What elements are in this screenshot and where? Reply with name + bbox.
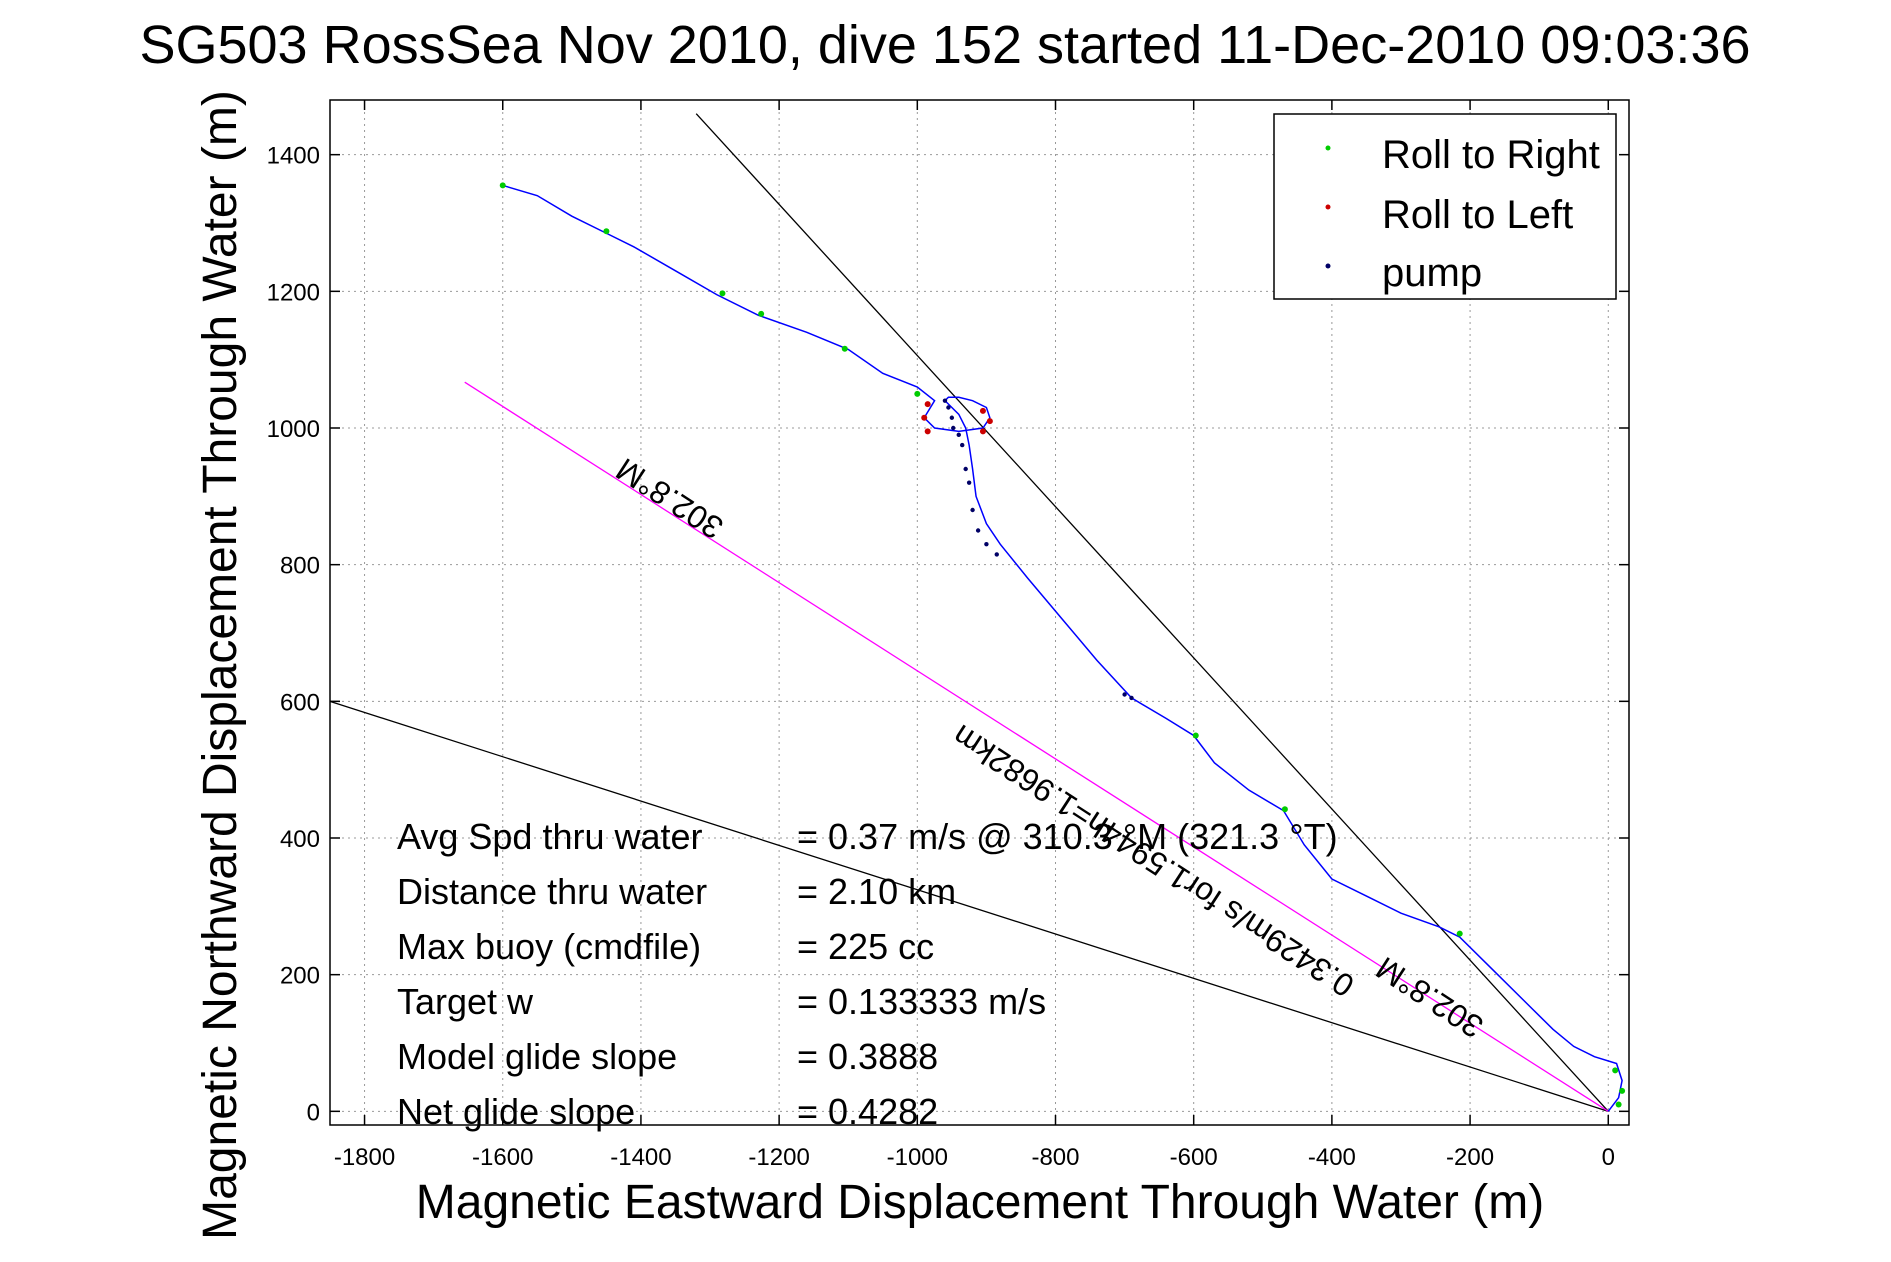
y-tick-label: 800: [280, 553, 320, 580]
stat-value: = 0.37 m/s @ 310.3 °M (321.3 °T): [797, 816, 1338, 857]
stat-value: = 225 cc: [797, 926, 934, 967]
pump-point: [946, 405, 951, 410]
line-annotation: 0.3429m/s for1.5944h=1.9682km: [946, 718, 1360, 1004]
roll-left-point: [979, 428, 986, 435]
roll-right-point: [914, 390, 921, 397]
x-tick-label: 0: [1602, 1144, 1615, 1171]
x-axis-label: Magnetic Eastward Displacement Through W…: [416, 1176, 1544, 1229]
roll-and-pump-markers: [499, 182, 1626, 1108]
glider-track-line: [502, 184, 1623, 1112]
x-tick-label: -800: [1031, 1144, 1079, 1171]
chart-title: SG503 RossSea Nov 2010, dive 152 started…: [139, 15, 1750, 75]
pump-point: [975, 528, 981, 533]
stat-value: = 0.4282: [797, 1091, 938, 1132]
pump-point: [994, 552, 999, 557]
roll-right-point: [841, 345, 848, 352]
dive-statistics: Avg Spd thru water = 0.37 m/s @ 310.3 °M …: [397, 816, 1338, 1132]
legend-marker-roll-left: [1325, 204, 1331, 210]
upper-reference-line: [695, 113, 1609, 1112]
y-tick-labels: 0 200 400 600 800 1000 1200 1400: [267, 143, 320, 1127]
stat-value: = 0.3888: [797, 1036, 938, 1077]
plot-frame: [329, 99, 1630, 1126]
heading-line: [464, 381, 1609, 1112]
pump-point: [951, 425, 956, 431]
y-tick-label: 200: [280, 963, 320, 990]
pump-point: [970, 507, 975, 513]
y-tick-label: 0: [307, 1099, 320, 1126]
y-tick-label: 600: [280, 689, 320, 716]
stat-label: Max buoy (cmdfile): [397, 926, 701, 967]
legend-label-roll-left: Roll to Left: [1382, 193, 1573, 237]
pump-point: [1129, 695, 1134, 701]
legend-box: [1273, 113, 1617, 300]
roll-right-point: [1281, 806, 1288, 813]
pump-point: [966, 480, 972, 485]
roll-left-point: [986, 418, 993, 425]
stat-label: Model glide slope: [397, 1036, 677, 1077]
reference-lines: [329, 113, 1609, 1112]
roll-right-point: [1615, 1101, 1622, 1108]
legend-label-roll-right: Roll to Right: [1382, 133, 1600, 177]
x-tick-label: -600: [1170, 1144, 1218, 1171]
x-tick-label: -1200: [748, 1144, 809, 1171]
legend: Roll to Right Roll to Left pump: [1273, 113, 1617, 300]
y-tick-label: 400: [280, 826, 320, 853]
stat-label: Target w: [397, 981, 534, 1022]
roll-right-point: [603, 228, 610, 235]
lower-reference-line: [329, 700, 1609, 1112]
stat-label: Distance thru water: [397, 871, 707, 912]
roll-left-point: [921, 414, 928, 421]
x-tick-label: -400: [1308, 1144, 1356, 1171]
roll-right-point: [1619, 1087, 1626, 1094]
stat-label: Net glide slope: [397, 1091, 635, 1132]
y-tick-label: 1400: [267, 143, 320, 170]
roll-right-point: [719, 290, 726, 297]
track-layer: [502, 184, 1623, 1112]
legend-marker-pump: [1325, 263, 1331, 269]
pump-point: [942, 398, 948, 403]
stat-label: Avg Spd thru water: [397, 816, 703, 857]
line-annotation: 302.8°M: [1370, 950, 1490, 1045]
pump-point: [949, 415, 955, 420]
legend-marker-roll-right: [1325, 145, 1331, 151]
pump-point: [956, 432, 961, 438]
roll-left-point: [979, 407, 986, 414]
grid: [330, 100, 1629, 1125]
x-tick-label: -200: [1446, 1144, 1494, 1171]
line-annotations: 302.8°M0.3429m/s for1.5944h=1.9682km 302.…: [610, 451, 1490, 1045]
x-tick-labels: -1800 -1600 -1400 -1200 -1000 -800 -600 -400 -20…: [334, 1144, 1615, 1171]
pump-point: [984, 541, 989, 547]
roll-left-point: [924, 428, 931, 435]
x-tick-label: -1000: [887, 1144, 948, 1171]
pump-point: [963, 466, 968, 472]
stat-value: = 0.133333 m/s: [797, 981, 1046, 1022]
roll-right-point: [1192, 732, 1199, 739]
y-tick-label: 1200: [267, 279, 320, 306]
line-annotation: 302.8°M: [610, 451, 730, 546]
roll-left-point: [924, 401, 931, 408]
roll-right-point: [1456, 930, 1463, 937]
x-tick-label: -1800: [334, 1144, 395, 1171]
x-tick-label: -1400: [610, 1144, 671, 1171]
legend-label-pump: pump: [1382, 251, 1482, 295]
pump-point: [1122, 692, 1127, 697]
stat-value: = 2.10 km: [797, 871, 956, 912]
y-axis-label: Magnetic Northward Displacement Through …: [194, 90, 247, 1240]
x-tick-label: -1600: [472, 1144, 533, 1171]
roll-right-point: [758, 310, 765, 317]
roll-right-point: [1612, 1067, 1619, 1074]
pump-point: [960, 442, 965, 448]
roll-right-point: [499, 182, 506, 189]
y-tick-label: 1000: [267, 416, 320, 443]
